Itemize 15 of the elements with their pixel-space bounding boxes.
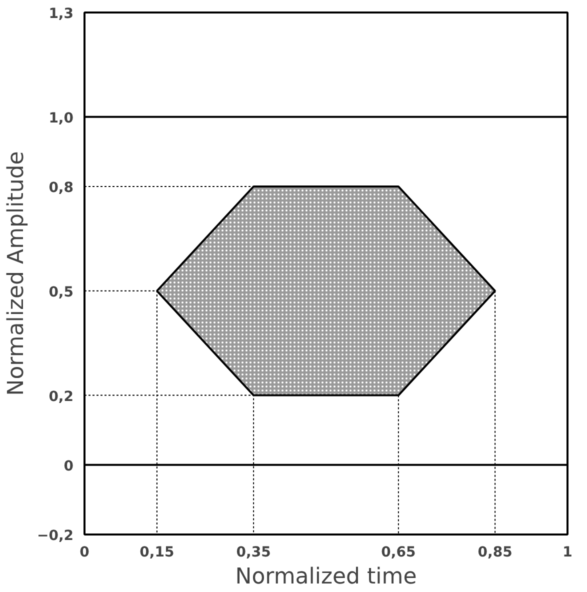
x-tick-label: 0: [80, 544, 90, 560]
x-tick-label: 0,85: [478, 544, 512, 560]
x-tick-label: 0,35: [236, 544, 271, 560]
y-tick-label: 0,5: [48, 284, 74, 300]
x-axis-title: Normalized time: [235, 564, 417, 590]
y-tick-label: 0,2: [48, 388, 74, 405]
y-tick-label: 0,8: [48, 180, 74, 196]
y-axis-title: Normalized Amplitude: [4, 151, 29, 396]
y-tick-label: 1,0: [48, 110, 74, 126]
x-tick-label: 0,15: [140, 544, 174, 560]
x-tick-label: 1: [562, 544, 572, 560]
y-tick-label: 1,3: [48, 6, 74, 22]
x-tick-label: 0,65: [381, 544, 416, 560]
y-tick-label: 0: [64, 458, 74, 474]
y-tick-label: −0,2: [36, 528, 74, 544]
